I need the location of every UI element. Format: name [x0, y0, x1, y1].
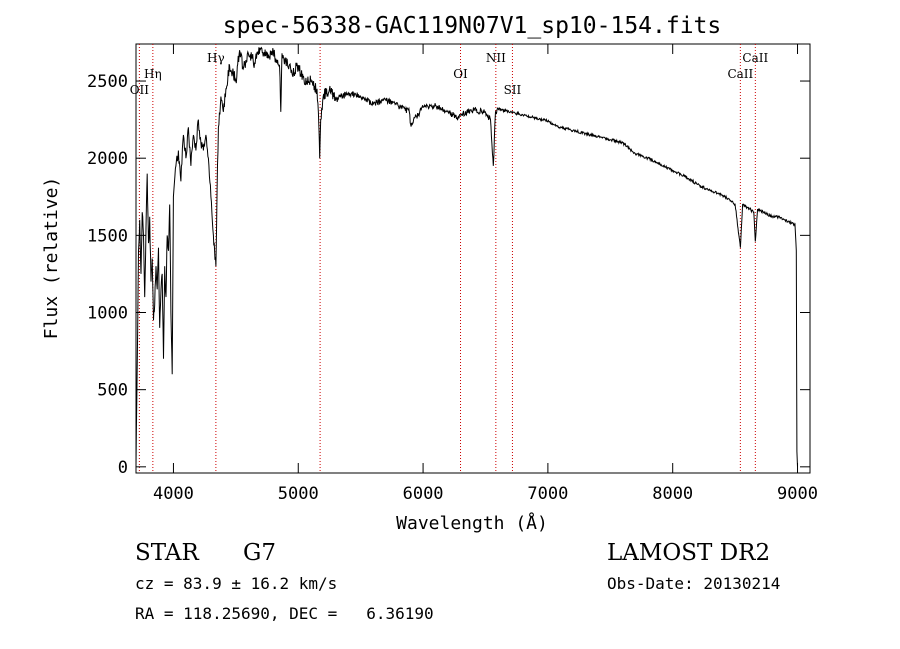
axis-ticks: 4000 5000 6000 7000 8000 9000 0 500 1000 1500 2000…: [87, 44, 818, 504]
y-tick-label: 2500: [87, 72, 128, 92]
y-tick-label: 0: [118, 458, 128, 478]
line-marker-label: CaII: [727, 67, 753, 81]
observation-date: Obs-Date: 20130214: [607, 574, 781, 593]
x-tick-label: 6000: [403, 484, 444, 504]
y-tick-label: 1000: [87, 304, 128, 324]
survey-name: LAMOST DR2: [607, 540, 771, 566]
spectrum-line: [135, 46, 798, 467]
y-tick-label: 500: [97, 381, 128, 401]
line-marker-label: Hη: [144, 67, 162, 81]
x-tick-label: 5000: [278, 484, 319, 504]
line-marker-label: NII: [486, 51, 506, 65]
chart-title: spec-56338-GAC119N07V1_sp10-154.fits: [223, 13, 722, 39]
x-axis-label: Wavelength (Å): [396, 512, 548, 534]
x-tick-label: 7000: [527, 484, 568, 504]
line-markers: OII Hη Hγ OI NII SII CaII CaII: [130, 44, 768, 473]
x-tick-label: 4000: [153, 484, 194, 504]
plot-frame: [135, 43, 811, 474]
line-marker-label: OII: [130, 83, 150, 97]
coordinates: RA = 118.25690, DEC = 6.36190: [135, 604, 434, 623]
line-marker-label: CaII: [742, 51, 768, 65]
line-marker-label: OI: [453, 67, 468, 81]
line-marker-label: SII: [504, 83, 522, 97]
x-tick-label: 8000: [652, 484, 693, 504]
y-tick-label: 2000: [87, 149, 128, 169]
y-tick-label: 1500: [87, 226, 128, 246]
spectral-subclass: G7: [243, 540, 277, 566]
redshift-velocity: cz = 83.9 ± 16.2 km/s: [135, 574, 338, 593]
x-tick-label: 9000: [777, 484, 818, 504]
object-type: STAR: [135, 540, 199, 566]
y-axis-label: Flux (relative): [41, 177, 62, 340]
line-marker-label: Hγ: [207, 51, 225, 65]
